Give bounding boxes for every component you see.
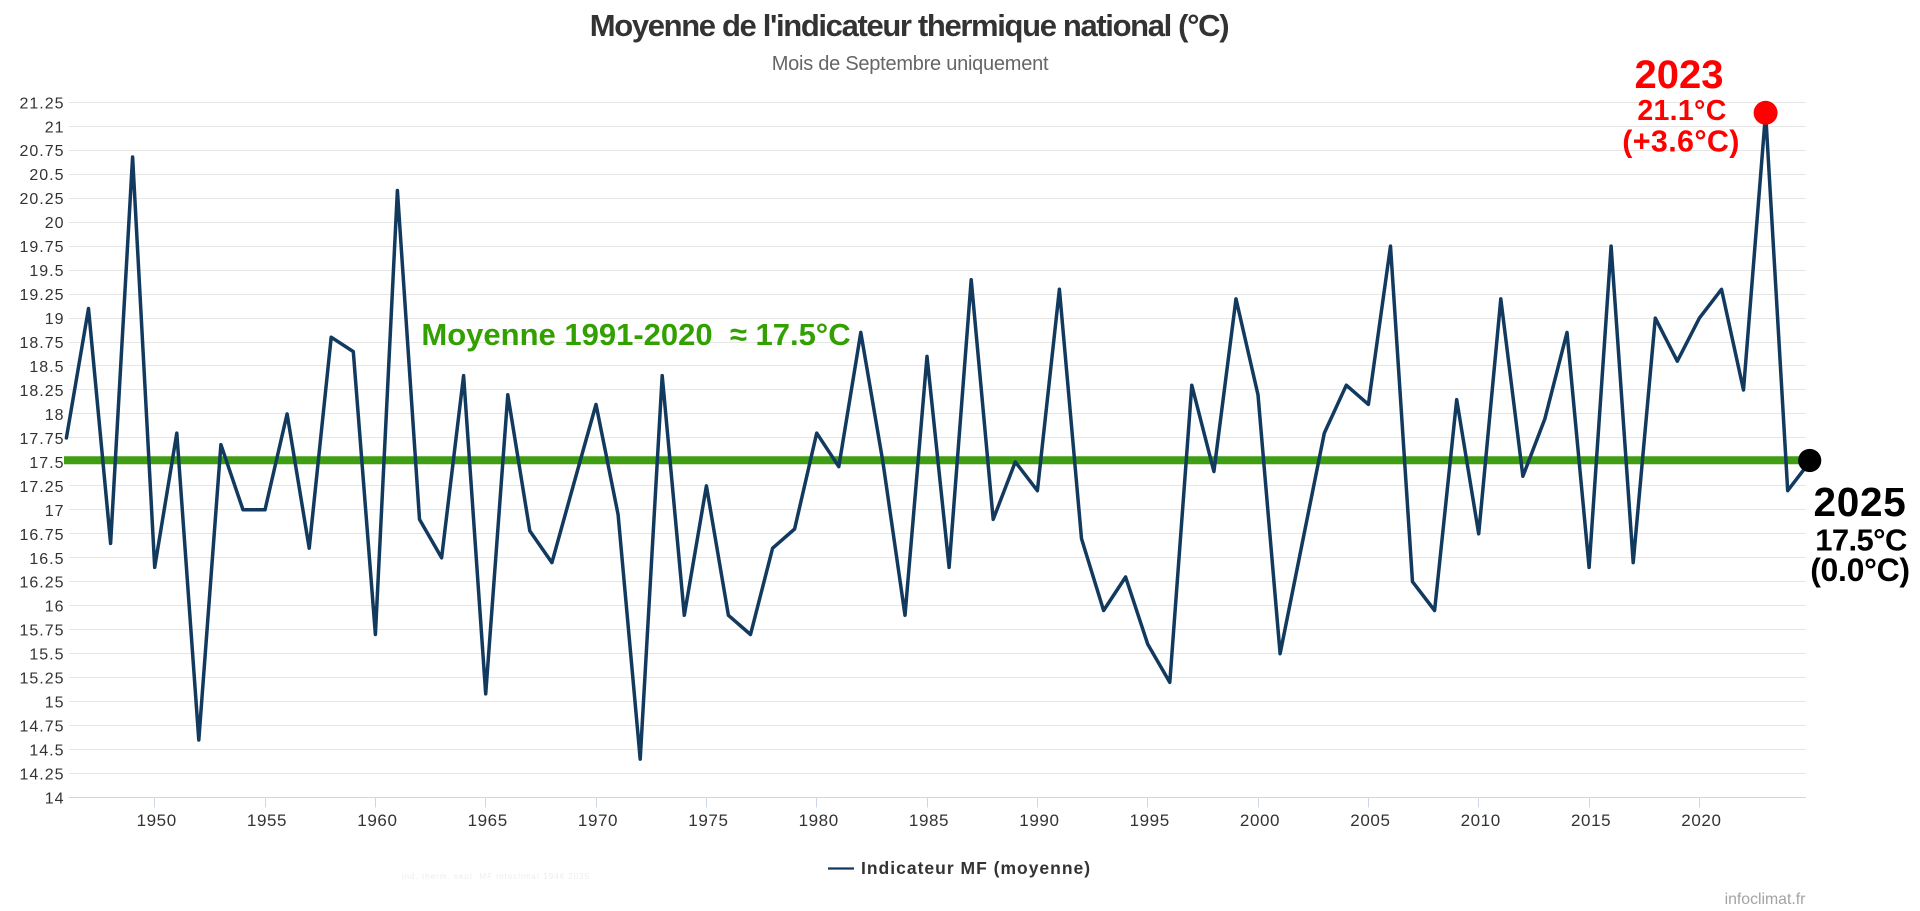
svg-text:17.5: 17.5: [29, 455, 64, 472]
svg-text:21.25: 21.25: [19, 95, 64, 112]
svg-text:16.5: 16.5: [29, 551, 64, 568]
svg-text:Mois de Septembre uniquement: Mois de Septembre uniquement: [772, 53, 1049, 75]
svg-text:15.75: 15.75: [19, 623, 64, 640]
svg-text:1970: 1970: [578, 811, 618, 830]
svg-text:infoclimat.fr: infoclimat.fr: [1725, 891, 1806, 908]
svg-text:15: 15: [45, 695, 65, 712]
svg-text:18.75: 18.75: [19, 335, 64, 352]
svg-text:19.25: 19.25: [19, 287, 64, 304]
svg-text:2020: 2020: [1681, 811, 1721, 830]
svg-text:21: 21: [45, 119, 65, 136]
svg-text:1980: 1980: [799, 811, 839, 830]
svg-text:17.75: 17.75: [19, 431, 64, 448]
svg-text:14.5: 14.5: [29, 743, 64, 760]
svg-text:19.5: 19.5: [29, 263, 64, 280]
svg-text:16.25: 16.25: [19, 575, 64, 592]
svg-text:Moyenne de l'indicateur thermi: Moyenne de l'indicateur thermique nation…: [590, 8, 1228, 43]
svg-text:16.75: 16.75: [19, 527, 64, 544]
svg-text:19: 19: [45, 311, 65, 328]
svg-text:ind. therm. sept. MF infoclima: ind. therm. sept. MF infoclimat 1946 202…: [402, 872, 590, 881]
svg-text:14.25: 14.25: [19, 767, 64, 784]
svg-text:1950: 1950: [137, 811, 177, 830]
svg-text:2023: 2023: [1635, 53, 1724, 97]
svg-text:1955: 1955: [247, 811, 287, 830]
svg-text:17: 17: [45, 503, 65, 520]
svg-text:16: 16: [45, 599, 65, 616]
svg-text:1995: 1995: [1130, 811, 1170, 830]
svg-text:20.5: 20.5: [29, 167, 64, 184]
svg-text:14: 14: [45, 791, 65, 808]
svg-text:15.5: 15.5: [29, 647, 64, 664]
svg-text:18: 18: [45, 407, 65, 424]
svg-text:19.75: 19.75: [19, 239, 64, 256]
svg-text:18.25: 18.25: [19, 383, 64, 400]
svg-text:1960: 1960: [357, 811, 397, 830]
svg-text:2025: 2025: [1814, 479, 1907, 525]
svg-text:1985: 1985: [909, 811, 949, 830]
svg-text:2005: 2005: [1350, 811, 1390, 830]
svg-text:2010: 2010: [1461, 811, 1501, 830]
svg-text:(0.0°C): (0.0°C): [1810, 552, 1910, 588]
svg-text:21.1°C: 21.1°C: [1637, 95, 1726, 127]
svg-text:1965: 1965: [468, 811, 508, 830]
svg-text:1975: 1975: [688, 811, 728, 830]
svg-text:Indicateur MF (moyenne): Indicateur MF (moyenne): [861, 858, 1091, 878]
svg-text:15.25: 15.25: [19, 671, 64, 688]
svg-text:18.5: 18.5: [29, 359, 64, 376]
svg-text:2000: 2000: [1240, 811, 1280, 830]
svg-text:20: 20: [45, 215, 65, 232]
svg-text:(+3.6°C): (+3.6°C): [1622, 125, 1740, 159]
svg-text:1990: 1990: [1019, 811, 1059, 830]
svg-text:17.25: 17.25: [19, 479, 64, 496]
svg-text:20.25: 20.25: [19, 191, 64, 208]
svg-text:17.5°C: 17.5°C: [1815, 523, 1907, 558]
svg-text:20.75: 20.75: [19, 143, 64, 160]
svg-text:2015: 2015: [1571, 811, 1611, 830]
svg-text:14.75: 14.75: [19, 719, 64, 736]
svg-text:Moyenne 1991-2020 ≈ 17.5°C: Moyenne 1991-2020 ≈ 17.5°C: [421, 317, 850, 352]
